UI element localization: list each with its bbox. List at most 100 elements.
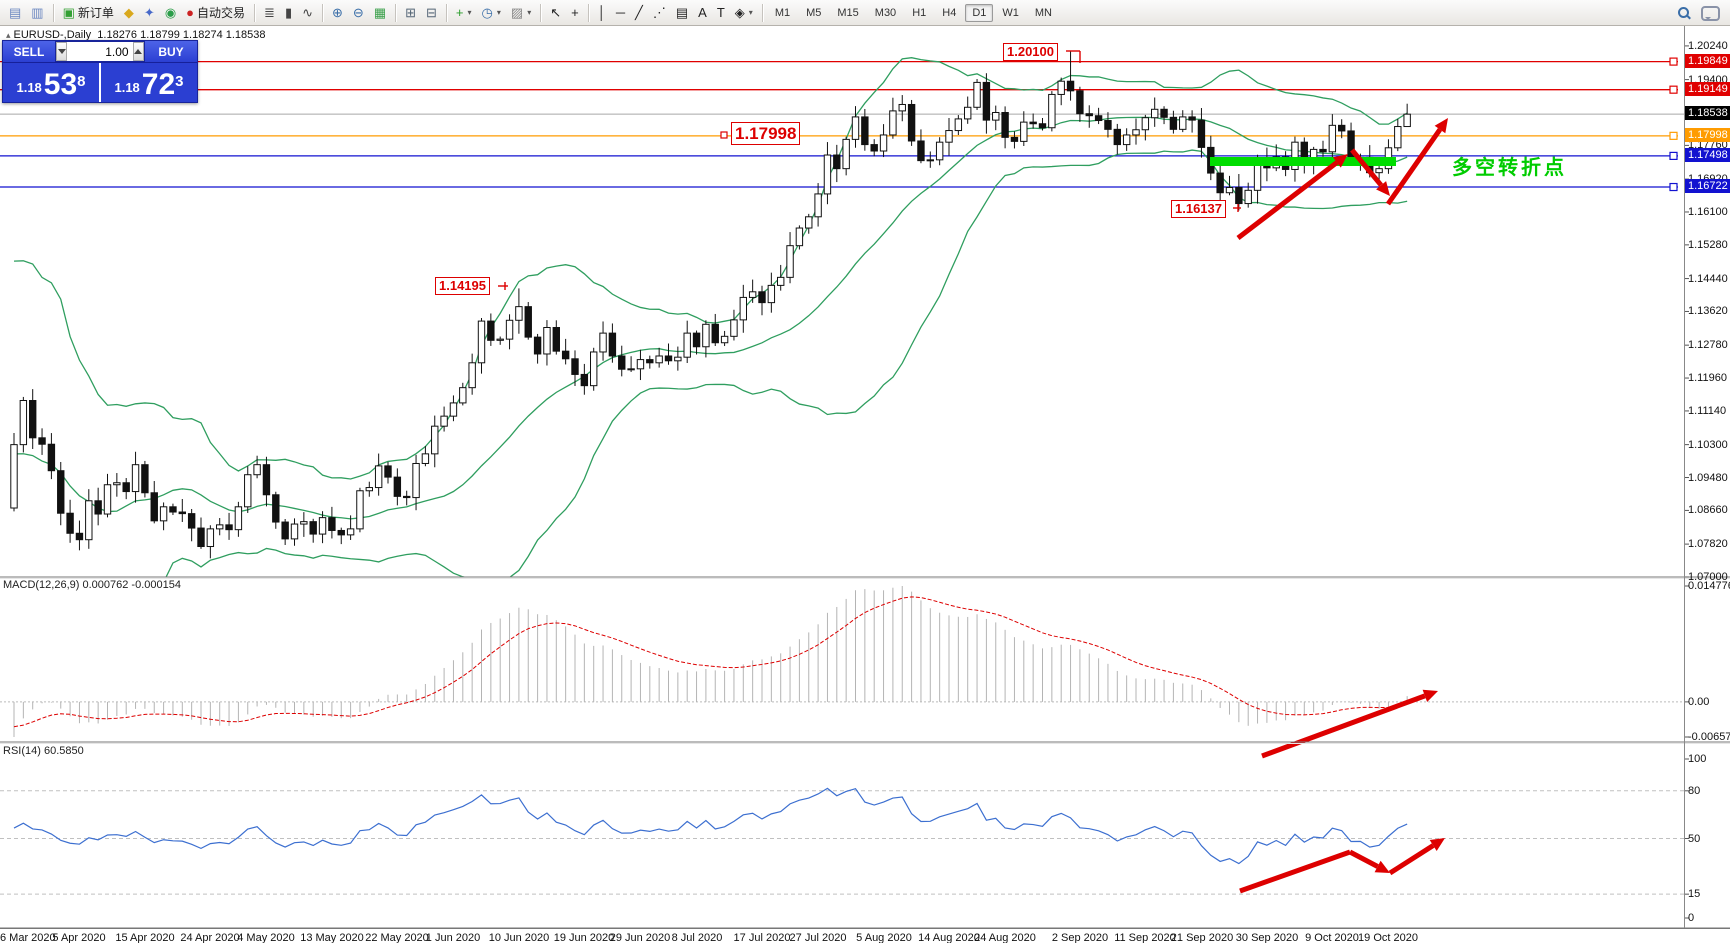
hline-icon: ─	[615, 5, 626, 20]
time-axis-label: 30 Sep 2020	[1235, 932, 1299, 943]
timeframe-m15-button[interactable]: M15	[830, 4, 865, 22]
hline-tool[interactable]: ─	[611, 4, 630, 22]
timeframe-mn-button[interactable]: MN	[1028, 4, 1059, 22]
price-annotation-box[interactable]: 1.14195	[435, 277, 490, 295]
profiles-button[interactable]: ▥	[26, 4, 48, 22]
new-order-button-label: 新订单	[77, 6, 114, 20]
macd-scale-zero: 0.00	[1688, 695, 1710, 708]
vline-icon: │	[597, 5, 606, 20]
new-order-icon: ▣	[62, 5, 75, 20]
time-axis-label: 13 May 2020	[300, 932, 364, 943]
price-annotation-box[interactable]: 1.16137	[1171, 200, 1226, 218]
symbol-name: EURUSD-,Daily	[13, 29, 92, 41]
time-axis-label: 17 Jul 2020	[733, 932, 791, 943]
sell-price-sup: 8	[77, 73, 86, 90]
symbol-marker-icon: ▴	[6, 30, 11, 40]
timeframe-m1-button[interactable]: M1	[768, 4, 797, 22]
green-highlight-band[interactable]	[1210, 157, 1396, 166]
signals-icon: ◉	[164, 5, 177, 20]
timeframe-w1-button[interactable]: W1	[995, 4, 1026, 22]
sell-price[interactable]: 1.18 53 8	[3, 63, 101, 102]
toolbar-separator	[587, 3, 589, 22]
fibonacci-icon: ⋰	[652, 5, 666, 20]
macd-label: MACD(12,26,9) 0.000762 -0.000154	[3, 579, 181, 591]
auto-trading-button[interactable]: ● 自动交易	[181, 4, 250, 22]
time-axis-label: 27 Jul 2020	[789, 932, 847, 943]
timeframe-h1-button[interactable]: H1	[905, 4, 933, 22]
price-tick-label: 1.14440	[1688, 272, 1728, 285]
time-axis-label: 4 May 2020	[237, 932, 295, 943]
price-tick-label: 1.07820	[1688, 538, 1728, 551]
metaeditor-icon: ◆	[123, 5, 134, 20]
arrange-windows-icon: ⊞	[405, 5, 417, 20]
label-tool[interactable]: T	[712, 4, 730, 22]
search-icon[interactable]	[1677, 6, 1691, 20]
chart-canvas[interactable]	[0, 26, 1730, 943]
new-chart-icon: ▤	[9, 5, 22, 20]
trendline-tool[interactable]: ╱	[630, 4, 648, 22]
line-mode-button[interactable]: ∿	[297, 4, 318, 22]
new-chart-button[interactable]: ▤	[4, 4, 26, 22]
bars-mode-icon: ≣	[264, 5, 275, 20]
chart-title: ▴ EURUSD-,Daily 1.18276 1.18799 1.18274 1…	[6, 29, 266, 41]
toolbar-separator	[445, 3, 447, 22]
auto-trading-icon: ●	[186, 5, 195, 20]
bars-mode-button[interactable]: ≣	[259, 4, 280, 22]
zoom-in-button[interactable]: ⊕	[327, 4, 348, 22]
candles-mode-button[interactable]: ▮	[280, 4, 297, 22]
expert-advisors-icon: ✦	[143, 5, 155, 20]
indicators-button[interactable]: + ▾	[451, 4, 477, 22]
signals-button[interactable]: ◉	[160, 4, 181, 22]
time-axis-label: 2 Sep 2020	[1051, 932, 1109, 943]
metaeditor-button[interactable]: ◆	[119, 4, 139, 22]
chart-window[interactable]: ▴ EURUSD-,Daily 1.18276 1.18799 1.18274 1…	[0, 26, 1730, 943]
toolbar-separator	[322, 3, 323, 22]
volume-down-button[interactable]	[56, 42, 68, 61]
grid-tool[interactable]: ▤	[671, 4, 693, 22]
arrange-windows-button[interactable]: ⊞	[400, 4, 421, 22]
volume-up-button[interactable]	[132, 42, 144, 61]
sell-price-big: 53	[43, 68, 78, 101]
new-order-button[interactable]: ▣ 新订单	[58, 4, 119, 22]
price-annotation-box[interactable]: 1.17998	[731, 122, 801, 145]
volume-input[interactable]	[67, 42, 133, 61]
triangle-up-icon	[134, 49, 143, 54]
timeframe-d1-button[interactable]: D1	[965, 3, 994, 22]
timeframe-m5-button[interactable]: M5	[799, 4, 828, 22]
buy-price[interactable]: 1.18 72 3	[101, 63, 197, 102]
drawing-objects	[498, 50, 1448, 894]
sell-button[interactable]: SELL	[3, 41, 55, 62]
crosshair-tool[interactable]: +	[566, 4, 584, 22]
price-tick-label: 1.13620	[1688, 305, 1728, 318]
templates-button[interactable]: ▨ ▾	[506, 4, 536, 22]
cursor-tool[interactable]: ↖	[545, 4, 566, 22]
periods-button[interactable]: ◷ ▾	[477, 4, 506, 22]
fibonacci-tool[interactable]: ⋰	[648, 4, 671, 22]
chat-icon[interactable]	[1701, 5, 1720, 21]
price-tick-label: 1.12780	[1688, 339, 1728, 352]
chevron-down-icon: ▾	[527, 8, 532, 17]
timeframe-m30-button[interactable]: M30	[868, 4, 903, 22]
chevron-down-icon: ▾	[496, 8, 501, 17]
expert-advisors-button[interactable]: ✦	[139, 4, 160, 22]
price-annotation-box[interactable]: 1.20100	[1003, 43, 1058, 61]
buy-button[interactable]: BUY	[145, 41, 197, 62]
label-icon: T	[716, 5, 725, 20]
price-tick-label: 1.10300	[1688, 438, 1728, 451]
shapes-tool[interactable]: ◈ ▾	[730, 4, 758, 22]
timeframe-h4-button[interactable]: H4	[935, 4, 963, 22]
buy-price-sup: 3	[175, 73, 184, 90]
vline-tool[interactable]: │	[593, 4, 611, 22]
rsi-scale-label: 100	[1688, 753, 1707, 765]
tile-windows-button[interactable]: ▦	[369, 4, 391, 22]
price-level-tag: 1.17498	[1685, 147, 1730, 162]
time-axis[interactable]: 6 Mar 2020 5 Apr 2020 15 Apr 2020 24 Apr 20…	[0, 928, 1730, 943]
arrange-charts-icon: ⊟	[426, 5, 437, 20]
time-axis-label: 21 Sep 2020	[1170, 932, 1234, 943]
text-tool[interactable]: A	[693, 4, 712, 22]
zoom-out-button[interactable]: ⊖	[348, 4, 369, 22]
bull-bear-turning-point-note[interactable]: 多空转折点	[1452, 157, 1567, 179]
time-axis-label: 9 Oct 2020	[1305, 932, 1359, 943]
buy-price-big: 72	[141, 68, 176, 101]
arrange-charts-button[interactable]: ⊟	[421, 4, 442, 22]
